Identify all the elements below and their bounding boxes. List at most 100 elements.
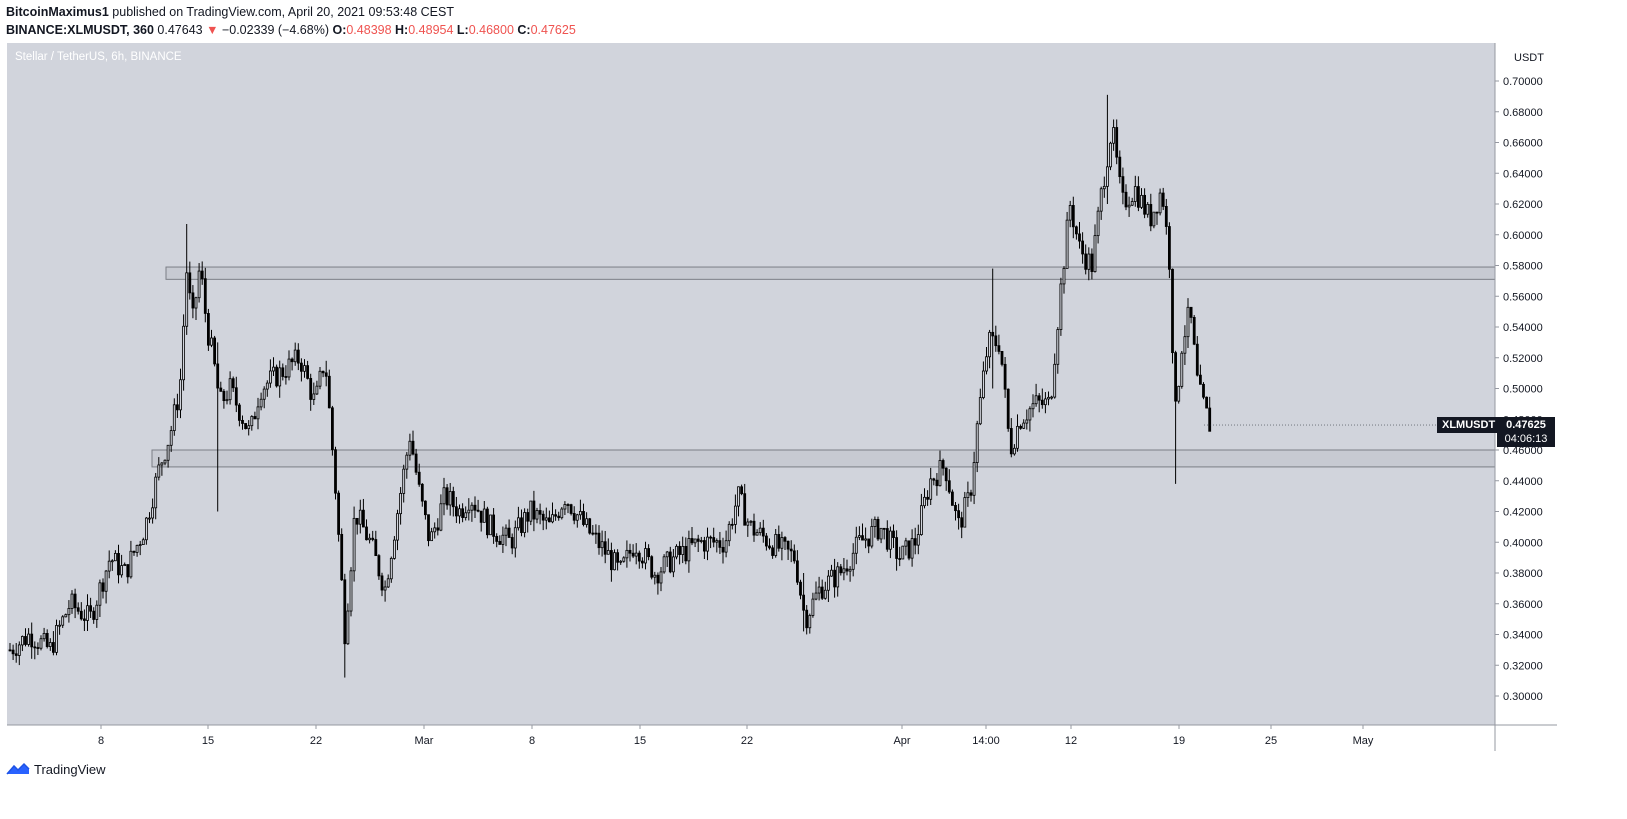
candle [1053, 353, 1057, 399]
candle [520, 509, 523, 537]
candle [358, 499, 362, 534]
candle-body [1025, 419, 1029, 424]
y-tick-label: 0.56000 [1503, 291, 1543, 303]
candle [746, 518, 750, 537]
candle [1087, 247, 1091, 281]
candle [1071, 196, 1075, 239]
candle-body [867, 538, 871, 547]
candle-body [1158, 192, 1162, 214]
candle-body [538, 510, 542, 515]
candle [191, 285, 195, 319]
candle-body [696, 538, 700, 542]
candle [529, 500, 533, 526]
candle-body [284, 376, 288, 378]
candle [975, 420, 979, 473]
candle [259, 392, 263, 411]
candle-body [510, 537, 514, 549]
candle-body [554, 514, 557, 517]
candle [709, 535, 712, 549]
candle [916, 524, 920, 555]
candle [932, 477, 936, 486]
candle [706, 527, 709, 561]
plot-area[interactable] [7, 43, 1495, 725]
candle [399, 487, 403, 525]
y-tick-label: 0.54000 [1503, 322, 1543, 334]
candle [73, 588, 77, 619]
price-scale[interactable] [1495, 43, 1557, 725]
candle [445, 484, 449, 510]
candle [278, 360, 282, 398]
x-tick-label: Apr [893, 735, 910, 747]
candle [802, 573, 805, 632]
candle [306, 360, 310, 380]
candle [1081, 232, 1084, 264]
candle-body [637, 552, 641, 562]
candle [1037, 393, 1041, 413]
candle-body [160, 462, 164, 466]
candle-body [482, 508, 486, 523]
candle-body [541, 513, 545, 521]
candle [1180, 351, 1184, 389]
candle [1152, 211, 1156, 229]
candle [52, 631, 55, 656]
candle-body [1140, 194, 1143, 208]
candle-body [414, 453, 418, 473]
candle [89, 597, 92, 619]
candle-body [1109, 142, 1112, 168]
candle [172, 398, 176, 436]
candle [755, 529, 759, 536]
candle [377, 554, 381, 580]
y-tick-label: 0.64000 [1503, 168, 1543, 180]
candle-body [557, 515, 561, 519]
candle-body [1071, 205, 1075, 228]
candle [349, 567, 353, 617]
candle [557, 511, 561, 521]
candle-body [464, 512, 468, 518]
candle [458, 504, 461, 524]
candle [603, 530, 607, 564]
candle-body [523, 512, 526, 533]
candle [687, 530, 691, 573]
candle-body [98, 582, 102, 606]
candle [808, 613, 812, 634]
time-scale[interactable] [7, 725, 1495, 751]
candle-body [1013, 447, 1016, 455]
candle-body [107, 560, 111, 572]
candle-body [783, 537, 787, 542]
candle-body [206, 313, 210, 346]
candle-body [172, 404, 176, 431]
candle-body [792, 550, 796, 562]
candle [489, 514, 492, 536]
candle [690, 527, 694, 546]
candle [58, 620, 61, 635]
footer-brand[interactable]: TradingView [6, 761, 106, 777]
candle-body [668, 551, 672, 573]
candle-body [327, 375, 331, 409]
candle [796, 550, 799, 585]
candle [389, 556, 393, 583]
candle-body [876, 518, 880, 540]
candle-body [585, 518, 588, 525]
candle-body [904, 540, 908, 547]
candle-body [321, 370, 325, 374]
candle-body [653, 574, 657, 578]
candle-body [343, 579, 347, 645]
candle [179, 368, 182, 419]
candle-body [749, 520, 753, 523]
candle [194, 296, 198, 320]
y-tick-label: 0.58000 [1503, 261, 1543, 273]
candle-body [430, 531, 434, 542]
author-name[interactable]: BitcoinMaximus1 [6, 5, 109, 19]
candle-body [513, 527, 517, 549]
candle [904, 537, 908, 556]
candle-body [678, 545, 681, 555]
x-tick-label: 15 [634, 735, 646, 747]
candle [830, 564, 833, 577]
candle [253, 411, 257, 420]
candle [327, 369, 331, 409]
candle [454, 496, 458, 523]
candle-body [777, 534, 781, 549]
candle-body [727, 523, 731, 542]
candle-body [495, 535, 499, 542]
